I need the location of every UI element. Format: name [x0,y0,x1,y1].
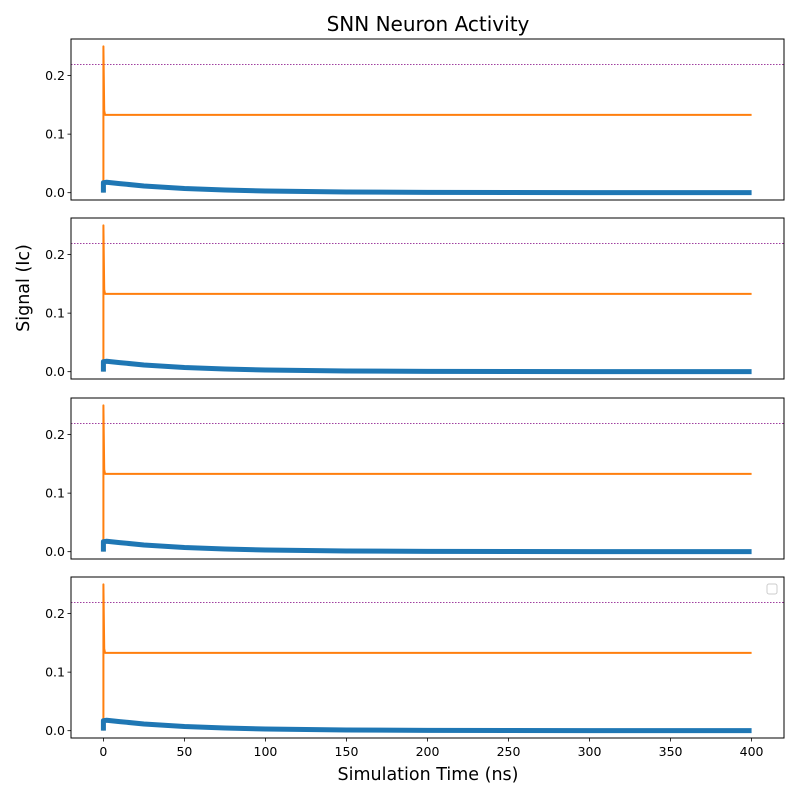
y-tick-label: 0.1 [45,665,65,680]
plot-frame [70,397,785,560]
series-line-orange [102,224,752,372]
series-line-orange [102,583,752,731]
series-line-orange [102,45,752,193]
legend-box [766,583,778,595]
y-tick-label: 0.0 [45,364,65,379]
series-line-blue [100,179,752,196]
x-tick-label: 250 [497,744,521,759]
y-axis-label: Signal (Ic) [14,244,34,332]
y-tick-label: 0.0 [45,544,65,559]
x-tick-label: 300 [578,744,602,759]
x-tick-label: 100 [254,744,278,759]
x-tick-label: 200 [416,744,440,759]
series-line-blue [100,538,752,555]
x-tick-label: 150 [335,744,359,759]
series-line-orange [102,404,752,552]
chart-title: SNN Neuron Activity [327,12,530,36]
subplot-4: 0.0 0.1 0.2 0 50 100 150 200 250 300 350 400 [45,576,785,759]
x-tick-label: 50 [176,744,192,759]
y-tick-label: 0.0 [45,185,65,200]
y-tick-label: 0.1 [45,306,65,321]
x-axis-label: Simulation Time (ns) [337,765,518,785]
x-tick-label: 0 [99,744,107,759]
series-line-blue [100,717,752,734]
plot-frame [70,38,785,201]
y-tick-label: 0.0 [45,723,65,738]
subplot-stack: 0.0 0.1 0.2 0.0 0.1 0.2 0.0 0.1 0.2 0.0 0.1 0.2 0 50 1… [45,38,785,759]
y-tick-label: 0.1 [45,486,65,501]
x-tick-label: 400 [740,744,764,759]
y-tick-label: 0.2 [45,247,65,262]
y-tick-label: 0.1 [45,127,65,142]
series-line-blue [100,358,752,375]
y-tick-label: 0.2 [45,606,65,621]
plot-frame [70,217,785,380]
y-tick-label: 0.2 [45,68,65,83]
subplot-3: 0.0 0.1 0.2 [45,397,785,560]
subplot-2: 0.0 0.1 0.2 [45,217,785,380]
x-tick-label: 350 [659,744,683,759]
subplot-1: 0.0 0.1 0.2 [45,38,785,201]
y-tick-label: 0.2 [45,427,65,442]
